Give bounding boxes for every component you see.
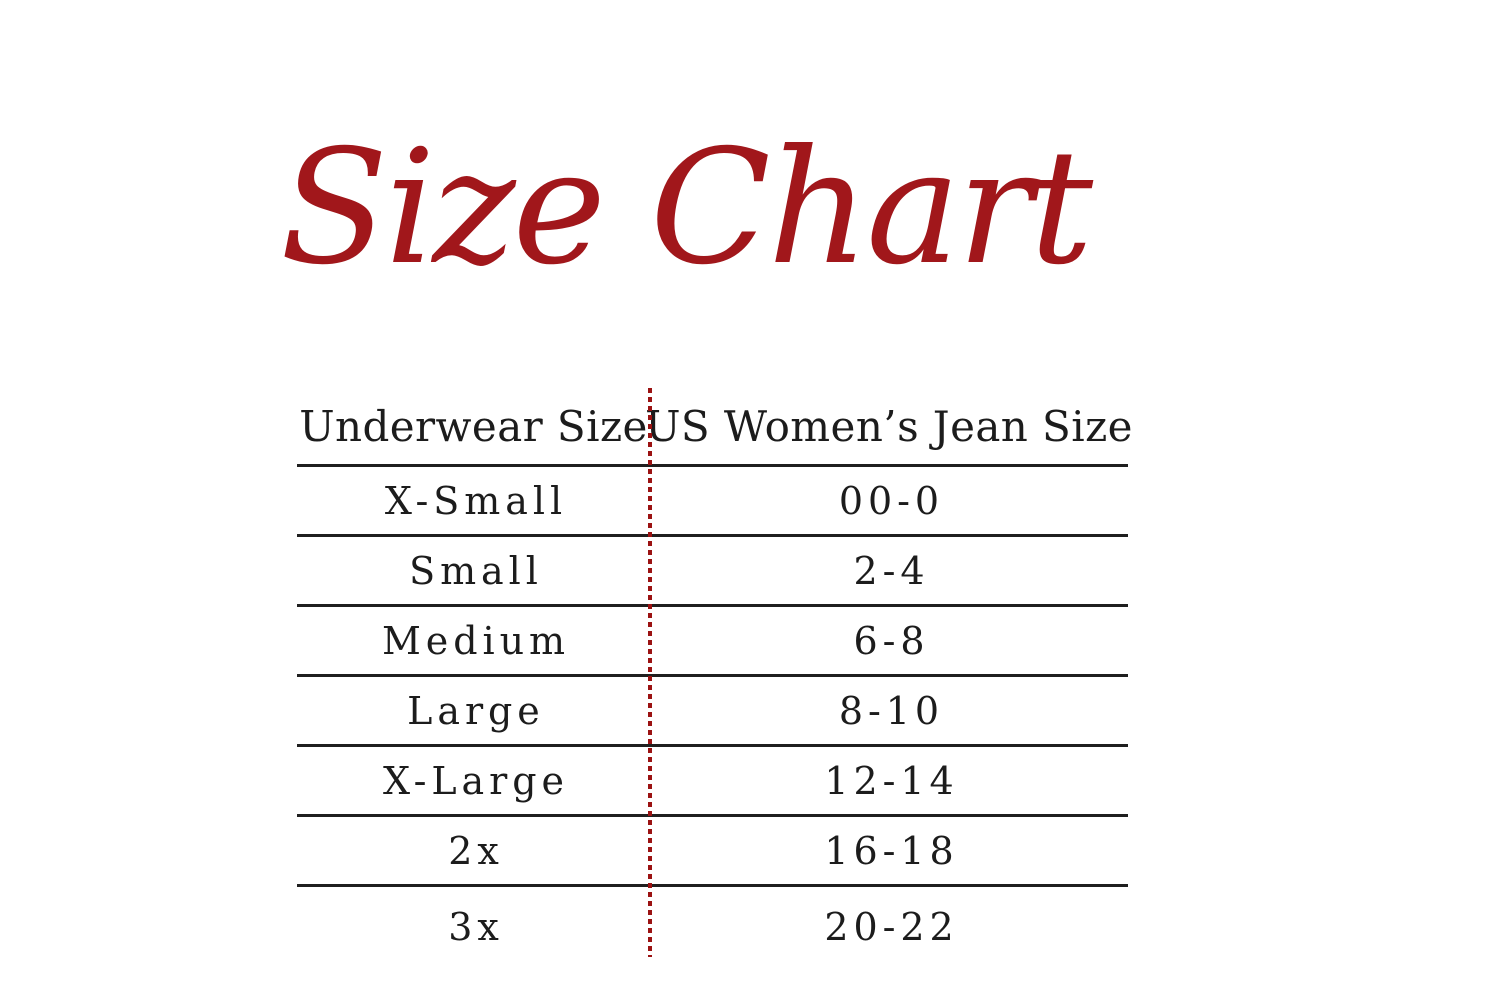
cell-underwear-size: Large [407, 688, 545, 733]
header-cell-jean-size: US Women’s Jean Size [645, 401, 1133, 451]
cell-underwear-size: 2x [448, 828, 504, 873]
cell-underwear-size: Small [409, 548, 543, 593]
cell-jean-size: 16-18 [824, 828, 959, 873]
table-row: 3x 20-22 [297, 887, 1128, 966]
table-row: Small 2-4 [297, 537, 1128, 607]
cell-underwear-size: 3x [448, 904, 504, 949]
cell-underwear-size: X-Small [384, 478, 568, 523]
table-row: X-Small 00-0 [297, 467, 1128, 537]
table-row: Large 8-10 [297, 677, 1128, 747]
size-table: Underwear Size US Women’s Jean Size X-Sm… [297, 388, 1133, 966]
page-title: Size Chart [279, 116, 1093, 300]
cell-jean-size: 8-10 [838, 688, 945, 733]
cell-underwear-size: Medium [381, 618, 570, 663]
table-row: Medium 6-8 [297, 607, 1128, 677]
cell-jean-size: 2-4 [853, 548, 930, 593]
header-cell-underwear-size: Underwear Size [299, 401, 648, 451]
cell-jean-size: 00-0 [838, 478, 945, 523]
cell-jean-size: 20-22 [824, 904, 959, 949]
table-header-row: Underwear Size US Women’s Jean Size [297, 388, 1133, 467]
dotted-column-divider [648, 388, 652, 957]
cell-underwear-size: X-Large [382, 758, 569, 803]
cell-jean-size: 6-8 [853, 618, 930, 663]
cell-jean-size: 12-14 [824, 758, 959, 803]
table-row: X-Large 12-14 [297, 747, 1128, 817]
table-row: 2x 16-18 [297, 817, 1128, 887]
